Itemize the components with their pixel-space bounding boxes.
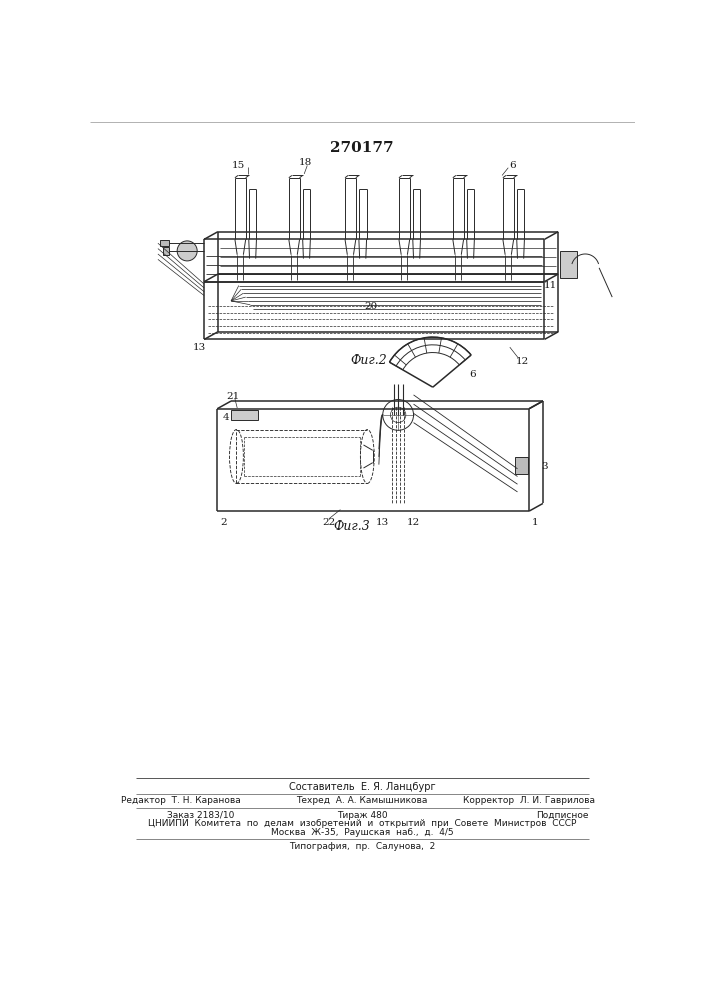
Text: Техред  А. А. Камышникова: Техред А. А. Камышникова [296,796,428,805]
Text: 21: 21 [226,392,239,401]
Bar [515,457,527,474]
Text: 4: 4 [223,413,230,422]
Text: Подписное: Подписное [537,811,589,820]
Text: 22: 22 [322,518,335,527]
Text: 3: 3 [541,462,548,471]
Text: Тираж 480: Тираж 480 [337,811,387,820]
Text: Москва  Ж-35,  Раушская  наб.,  д.  4/5: Москва Ж-35, Раушская наб., д. 4/5 [271,828,453,837]
Text: 6: 6 [509,161,515,170]
Text: Фиг.3: Фиг.3 [334,520,370,533]
Text: 18: 18 [299,158,312,167]
Text: 13: 13 [376,518,390,527]
Text: 1: 1 [532,518,539,527]
Text: Типография,  пр.  Салунова,  2: Типография, пр. Салунова, 2 [289,842,435,851]
Text: ЦНИИПИ  Комитета  по  делам  изобретений  и  открытий  при  Совете  Министров  С: ЦНИИПИ Комитета по делам изобретений и о… [148,819,576,828]
Text: 13: 13 [193,343,206,352]
Text: 2: 2 [220,518,227,527]
Text: Фиг.2: Фиг.2 [351,354,387,367]
Text: Корректор  Л. И. Гаврилова: Корректор Л. И. Гаврилова [463,796,595,805]
Text: 270177: 270177 [330,141,394,155]
Bar [560,251,577,278]
Text: 15: 15 [232,161,245,170]
Text: Заказ 2183/10: Заказ 2183/10 [167,811,235,820]
Circle shape [177,241,197,261]
Text: Составитель  Е. Я. Ланцбург: Составитель Е. Я. Ланцбург [288,782,436,792]
Text: 20: 20 [365,302,378,311]
Text: Редактор  Т. Н. Каранова: Редактор Т. Н. Каранова [121,796,241,805]
Bar [231,410,258,420]
Bar [160,240,170,246]
Bar [163,247,170,255]
Text: 12: 12 [407,518,420,527]
Text: 6: 6 [469,370,476,379]
Text: 12: 12 [516,357,530,366]
Text: 11: 11 [544,281,557,290]
